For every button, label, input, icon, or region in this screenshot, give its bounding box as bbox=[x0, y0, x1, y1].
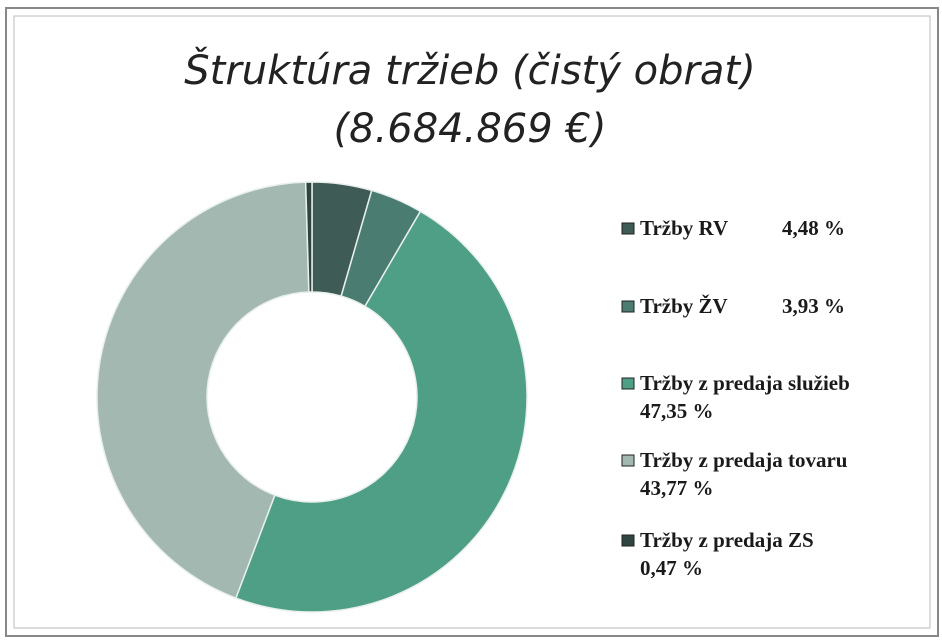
donut-slice bbox=[234, 210, 528, 613]
inner-frame bbox=[13, 15, 931, 629]
legend-swatch bbox=[621, 300, 635, 313]
legend-swatch bbox=[621, 377, 635, 390]
legend-label: Tržby z predaja tovaru bbox=[640, 448, 848, 472]
legend-value: 0,47 % bbox=[640, 556, 703, 580]
legend-swatch bbox=[621, 222, 635, 235]
donut-slice bbox=[304, 181, 313, 293]
donut-slice bbox=[96, 181, 310, 600]
legend-label: Tržby ŽV bbox=[640, 294, 728, 318]
legend-value: 43,77 % bbox=[640, 476, 714, 500]
chart-title: Štruktúra tržieb (čistý obrat) bbox=[184, 46, 755, 94]
legend-label: Tržby RV bbox=[640, 216, 728, 240]
legend-value: 47,35 % bbox=[640, 399, 714, 423]
legend-value: 3,93 % bbox=[782, 294, 845, 318]
legend-swatch bbox=[621, 534, 635, 547]
legend-value: 4,48 % bbox=[782, 216, 845, 240]
legend-label: Tržby z predaja ZS bbox=[640, 528, 814, 552]
legend-label: Tržby z predaja služieb bbox=[640, 371, 850, 395]
chart-subtitle: (8.684.869 €) bbox=[334, 106, 607, 152]
legend-swatch bbox=[621, 454, 635, 467]
